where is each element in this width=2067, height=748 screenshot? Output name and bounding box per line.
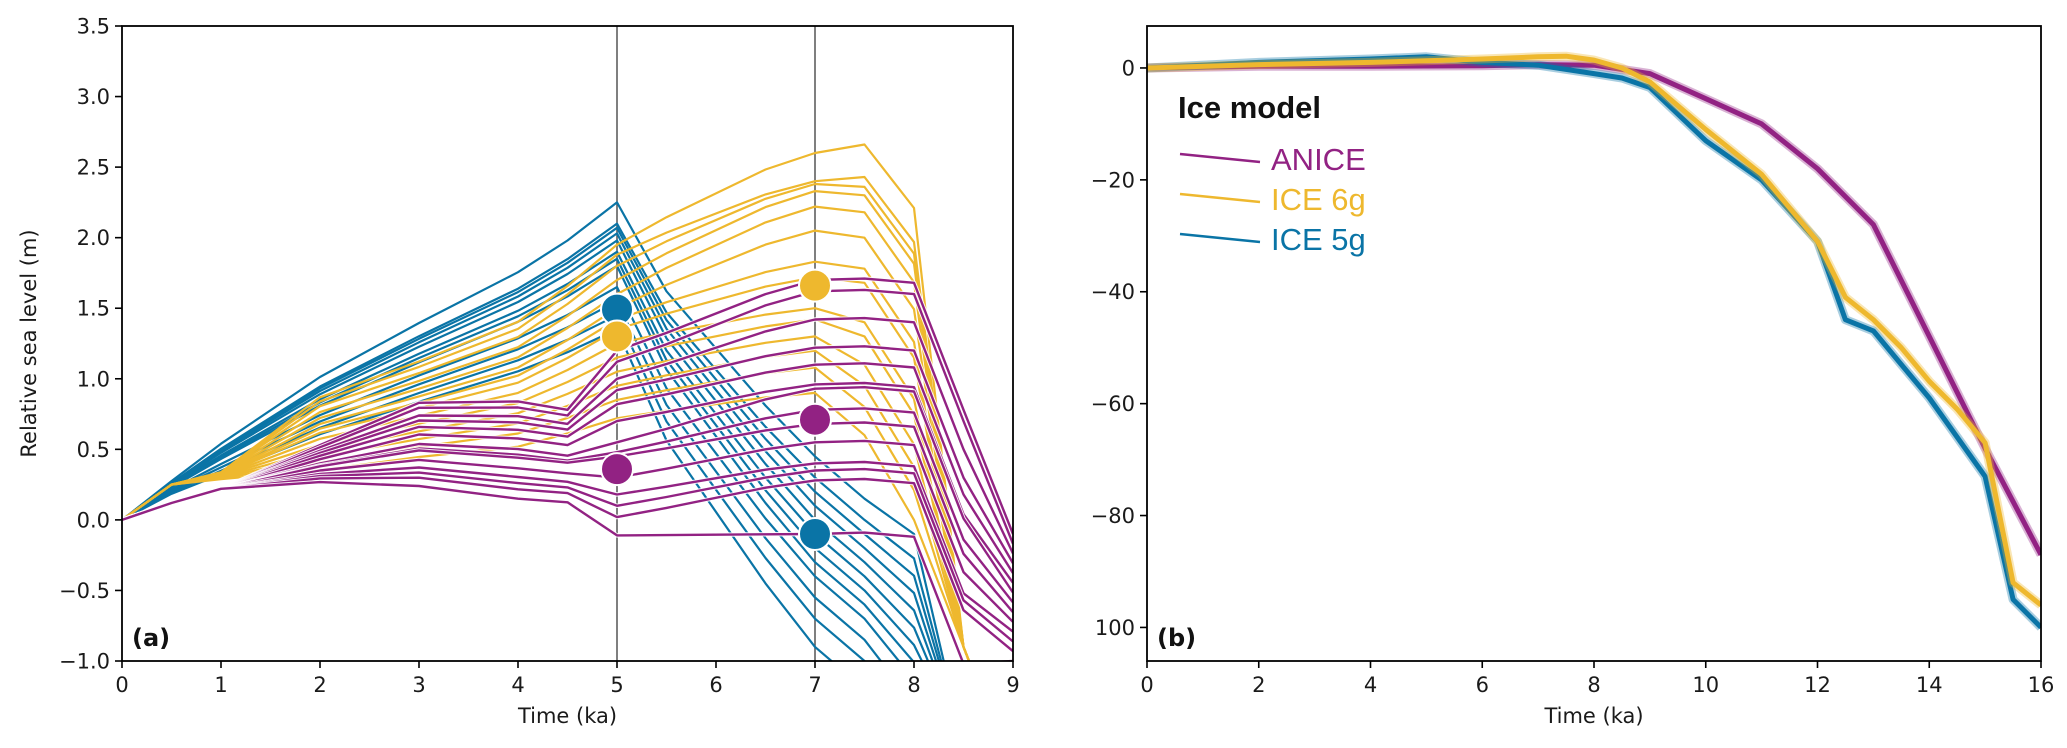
ensemble-line-ice-6g <box>122 190 971 661</box>
panel-label: (b) <box>1157 624 1196 652</box>
y-tick-label: 2.5 <box>77 156 110 180</box>
y-tick-label: −80 <box>1091 504 1135 528</box>
y-tick-label: −0.5 <box>59 579 110 603</box>
marker-ice-6g <box>600 319 634 354</box>
series-lines <box>122 26 1013 661</box>
x-tick-label: 6 <box>709 673 722 697</box>
x-axis-label: Time (ka) <box>517 704 617 728</box>
x-tick-label: 7 <box>808 673 821 697</box>
x-tick-label: 5 <box>610 673 623 697</box>
y-tick-label: 100 <box>1095 616 1135 640</box>
ensemble-line-ice-5g <box>122 300 883 661</box>
x-tick-label: 1 <box>214 673 227 697</box>
ensemble-line-ice-6g <box>122 143 971 661</box>
panel-a: 0 1 2 3 4 5 6 7 8 9 −1.0 −0.5 0.0 0.5 1.0 1.5 2.0 2.5 3.0 3… <box>17 15 1020 729</box>
x-tick-label: 0 <box>1140 673 1153 697</box>
ensemble-line-ice-5g <box>122 239 934 661</box>
y-tick-label: 3.5 <box>77 15 110 39</box>
ensemble-line-ice-6g <box>122 307 971 661</box>
ensemble-line-ice-5g <box>122 264 915 661</box>
x-tick-label: 8 <box>907 673 920 697</box>
plot-frame <box>1146 25 2042 662</box>
y-tick-label: 1.5 <box>77 297 110 321</box>
x-tick-label: 2 <box>1252 673 1265 697</box>
legend-swatch-anice <box>1179 152 1261 164</box>
panel-b: 0 2 4 6 8 10 12 14 16 0 −20 −40 −60 −80 100 Time (ka) (b… <box>1091 25 2055 728</box>
ensemble-line-ice-5g <box>122 250 930 661</box>
series-band-anice <box>1147 60 2041 557</box>
marker-anice <box>600 452 634 487</box>
x-tick-label: 12 <box>1804 673 1831 697</box>
legend: Ice model ANICE ICE 6g ICE 5g <box>1178 90 1366 257</box>
y-tick-label: 0.0 <box>77 508 110 532</box>
ensemble-line-anice <box>122 480 1013 661</box>
x-axis-label: Time (ka) <box>1543 704 1643 728</box>
ensemble-line-ice-5g <box>122 201 945 661</box>
y-tick-label: −20 <box>1091 168 1135 192</box>
legend-swatch-ice-6g <box>1179 192 1261 204</box>
series-line-ice-5g <box>1147 54 2041 630</box>
y-tick-label: −60 <box>1091 392 1135 416</box>
y-tick-label: −40 <box>1091 280 1135 304</box>
x-tick-label: 4 <box>1364 673 1377 697</box>
marker-ice-5g <box>798 517 832 551</box>
x-tick-label: 8 <box>1587 673 1600 697</box>
ensemble-line-ice-5g <box>122 328 834 661</box>
ensemble-line-ice-5g <box>122 226 940 661</box>
ensemble-line-ice-5g <box>122 222 943 661</box>
ensemble-line-ice-6g <box>122 182 971 661</box>
ensemble-line-ice-5g <box>122 232 938 661</box>
ensemble-line-ice-5g <box>122 257 924 661</box>
y-tick-label: 0 <box>1122 56 1135 80</box>
y-tick-label: 1.0 <box>77 367 110 391</box>
series-line-ice-6g <box>1147 53 2041 608</box>
series-band-ice-6g <box>1147 51 2041 609</box>
panel-label: (a) <box>132 624 170 652</box>
plot-frame <box>121 25 1014 662</box>
ensemble-line-ice-6g <box>122 349 971 661</box>
x-tick-label: 10 <box>1692 673 1719 697</box>
legend-title: Ice model <box>1178 90 1321 125</box>
series-lines <box>1147 51 2041 631</box>
legend-entry-anice: ANICE <box>1271 142 1366 177</box>
marker-ice-6g <box>798 268 832 303</box>
x-tick-label: 0 <box>115 673 128 697</box>
x-tick-label: 16 <box>2028 673 2055 697</box>
marker-anice <box>798 402 832 437</box>
x-tick-label: 9 <box>1006 673 1019 697</box>
ensemble-line-ice-6g <box>122 335 971 661</box>
ensemble-line-ice-6g <box>122 175 971 661</box>
legend-swatch-ice-5g <box>1179 232 1261 244</box>
y-tick-label: 2.0 <box>77 226 110 250</box>
y-tick-label: −1.0 <box>59 650 110 674</box>
x-tick-label: 3 <box>412 673 425 697</box>
x-tick-label: 6 <box>1476 673 1489 697</box>
y-tick-label: 3.0 <box>77 85 110 109</box>
legend-entry-ice-5g: ICE 5g <box>1271 222 1366 257</box>
series-line-anice <box>1147 62 2041 556</box>
ensemble-line-ice-5g <box>122 286 901 661</box>
y-axis-label: Relative sea level (m) <box>17 229 41 457</box>
x-tick-label: 2 <box>313 673 326 697</box>
y-tick-label: 0.5 <box>77 438 110 462</box>
legend-entry-ice-6g: ICE 6g <box>1271 182 1366 217</box>
x-tick-label: 14 <box>1916 673 1943 697</box>
x-tick-label: 4 <box>511 673 524 697</box>
